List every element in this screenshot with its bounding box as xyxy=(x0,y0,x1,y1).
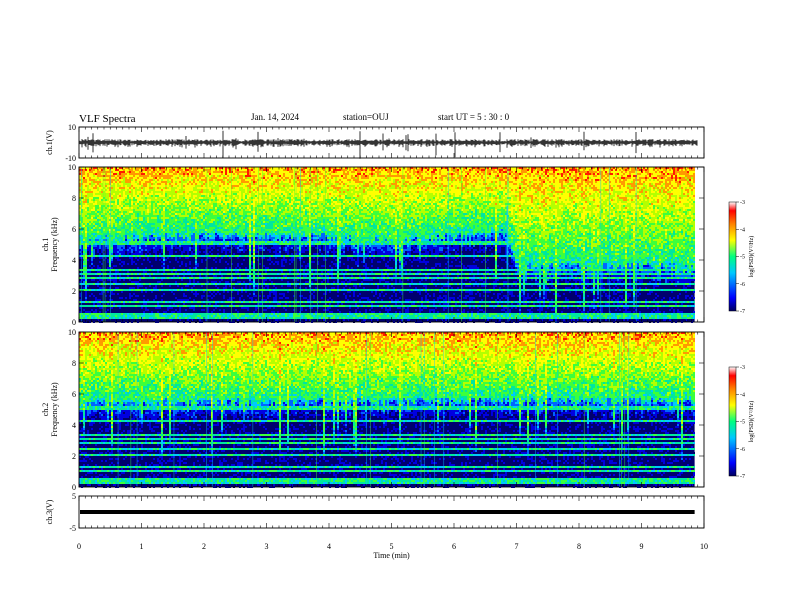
ch1-spectrogram-ylabel-channel: ch.1 xyxy=(41,238,50,252)
x-axis-label: Time (min) xyxy=(373,551,410,560)
y-tick-label: -5 xyxy=(69,524,76,533)
y-tick-label: 6 xyxy=(72,390,76,399)
ch1-waveform-trace xyxy=(80,131,697,159)
ch3-waveform-ylabel: ch.3(V) xyxy=(45,499,54,524)
y-tick-label: 8 xyxy=(72,194,76,203)
x-tick-label: 0 xyxy=(77,542,81,551)
colorbar-tick-label: -7 xyxy=(740,309,745,315)
colorbar-1: -3 -4 -5 -6 -7 log(PSD)(V²/Hz) xyxy=(729,200,755,315)
y-tick-label: 4 xyxy=(72,256,76,265)
x-tick-label: 9 xyxy=(640,542,644,551)
x-tick-label: 4 xyxy=(327,542,331,551)
ch1-waveform-ylabel: ch.1(V) xyxy=(45,130,54,155)
ch2-spectrogram-ylabel-frequency: Frequency (kHz) xyxy=(50,382,59,437)
colorbar-tick-label: -4 xyxy=(740,392,745,398)
x-tick-label: 1 xyxy=(140,542,144,551)
vlf-figure: 10-10ch.1(V)0246810ch.1 Frequency (kHz)02… xyxy=(0,0,792,612)
y-tick-label: 8 xyxy=(72,359,76,368)
colorbar-tick-label: -4 xyxy=(740,227,745,233)
ch3-waveform-panel: 5 -5 ch.3(V) xyxy=(45,492,704,533)
y-tick-label: -10 xyxy=(65,154,76,163)
x-tick-label: 3 xyxy=(265,542,269,551)
colorbar-tick-label: -5 xyxy=(740,420,745,426)
colorbar-tick-label: -7 xyxy=(740,474,745,480)
x-tick-label: 7 xyxy=(515,542,519,551)
x-tick-label: 2 xyxy=(202,542,206,551)
y-tick-label: 0 xyxy=(72,318,76,327)
colorbar-label: log(PSD)(V²/Hz) xyxy=(748,401,755,442)
y-tick-label: 6 xyxy=(72,225,76,234)
colorbar-tick-label: -3 xyxy=(740,365,745,371)
y-tick-label: 10 xyxy=(68,163,76,172)
colorbar-2: -3 -4 -5 -6 -7 log(PSD)(V²/Hz) xyxy=(729,365,755,480)
x-tick-label: 8 xyxy=(577,542,581,551)
colorbar-tick-label: -6 xyxy=(740,282,745,288)
ch1-spectrogram-ylabel-frequency: Frequency (kHz) xyxy=(50,217,59,272)
ch1-waveform-panel: 10 -10 ch.1(V) xyxy=(45,123,704,163)
y-tick-label: 5 xyxy=(72,492,76,501)
colorbar-tick-label: -3 xyxy=(740,200,745,206)
y-tick-label: 10 xyxy=(68,123,76,132)
ch1-spectrogram-panel: 0 2 4 6 8 10 ch.1 Frequency (kHz) xyxy=(41,163,704,327)
ch2-spectrogram-panel: 0 2 4 6 8 10 ch.2 Frequency (kHz) xyxy=(41,328,704,492)
x-tick-label: 6 xyxy=(452,542,456,551)
y-tick-label: 0 xyxy=(72,483,76,492)
colorbar-label: log(PSD)(V²/Hz) xyxy=(748,236,755,277)
y-tick-label: 10 xyxy=(68,328,76,337)
x-tick-label: 5 xyxy=(390,542,394,551)
y-tick-label: 4 xyxy=(72,421,76,430)
colorbar-tick-label: -6 xyxy=(740,447,745,453)
y-tick-label: 2 xyxy=(72,452,76,461)
y-tick-label: 2 xyxy=(72,287,76,296)
x-tick-label: 10 xyxy=(700,542,708,551)
colorbar-tick-label: -5 xyxy=(740,255,745,261)
ch2-spectrogram-ylabel-channel: ch.2 xyxy=(41,403,50,417)
